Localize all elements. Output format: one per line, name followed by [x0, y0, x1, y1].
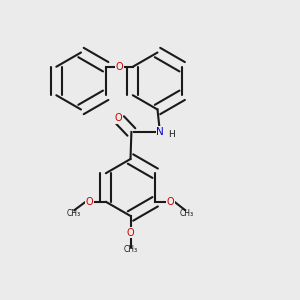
Text: O: O: [127, 227, 134, 238]
Text: O: O: [116, 62, 123, 72]
Text: O: O: [167, 197, 175, 207]
Text: O: O: [115, 113, 122, 124]
Text: O: O: [85, 197, 93, 207]
Text: H: H: [168, 130, 175, 139]
Text: CH₃: CH₃: [179, 209, 194, 218]
Text: CH₃: CH₃: [67, 209, 81, 218]
Text: CH₃: CH₃: [123, 245, 138, 254]
Text: N: N: [156, 127, 164, 137]
